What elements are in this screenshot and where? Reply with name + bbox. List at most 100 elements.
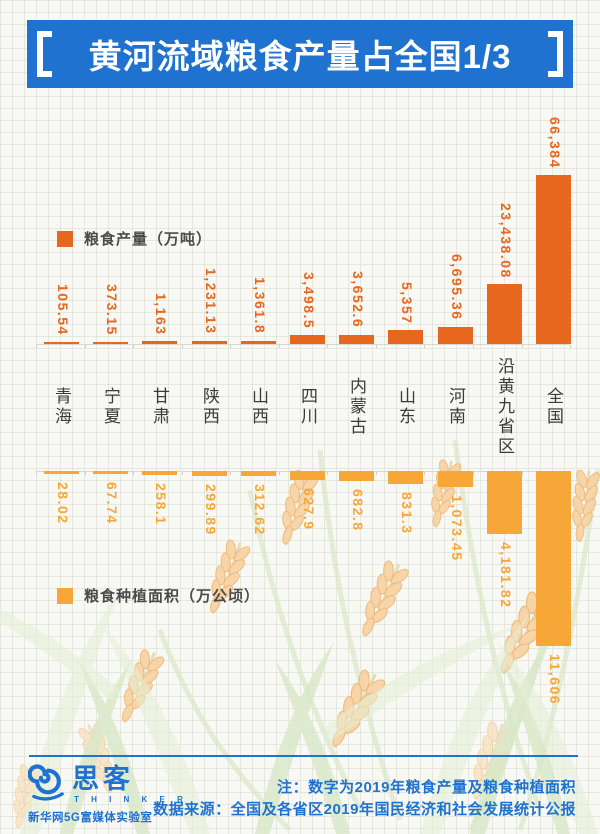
category-label-wrap: 沿黄九省区 <box>491 346 517 468</box>
planting-area-bar <box>486 471 522 535</box>
planting-area-bar <box>191 471 227 476</box>
axis-tick <box>36 472 37 475</box>
axis-tick <box>278 345 280 348</box>
production-value-label: 3,652.6 <box>350 271 366 329</box>
planting-area-value-label: 258.1 <box>153 482 169 526</box>
production-bar <box>338 334 374 344</box>
axis-tick <box>424 345 426 348</box>
legend-planting-area: 粮食种植面积（万公顷） <box>57 585 260 606</box>
production-value-label: 105.54 <box>55 284 71 336</box>
category-label: 内蒙古 <box>347 377 366 437</box>
production-value-label: 1,361.8 <box>252 277 268 335</box>
left-bracket-icon <box>37 31 52 77</box>
category-label-wrap: 陕西 <box>196 346 222 468</box>
planting-area-value-label: 67.74 <box>104 481 120 525</box>
footer-divider <box>29 755 578 757</box>
planting-area-legend-label: 粮食种植面积（万公顷） <box>84 588 261 605</box>
category-label-wrap: 宁夏 <box>97 346 123 468</box>
production-bar <box>141 341 177 344</box>
planting-area-value-label: 11,606 <box>547 654 563 706</box>
planting-area-bar <box>535 471 571 646</box>
axis-tick <box>375 345 377 348</box>
planting-area-value-label: 831.3 <box>399 491 415 535</box>
production-bar <box>486 284 522 344</box>
category-label-wrap: 内蒙古 <box>343 346 369 468</box>
axis-baseline <box>36 344 570 345</box>
planting-area-bar <box>240 471 276 476</box>
planting-area-value-label: 4,181.82 <box>498 542 514 609</box>
production-bar <box>437 326 473 344</box>
production-bar <box>191 340 227 344</box>
production-legend-swatch <box>57 230 73 247</box>
category-label: 宁夏 <box>101 387 120 427</box>
category-label-wrap: 甘肃 <box>146 346 172 468</box>
category-label: 河南 <box>446 387 465 427</box>
production-value-label: 1,231.13 <box>203 268 219 335</box>
planting-area-value-label: 682.8 <box>350 489 366 532</box>
category-label: 山西 <box>249 387 268 427</box>
axis-tick <box>375 472 377 475</box>
production-value-label: 3,498.5 <box>301 271 317 330</box>
category-label: 青海 <box>52 387 71 427</box>
planting-area-legend-swatch <box>57 587 73 604</box>
planting-area-bar <box>92 471 128 474</box>
axis-tick <box>133 345 135 348</box>
axis-tick <box>84 345 86 348</box>
category-label: 山东 <box>396 387 415 427</box>
axis-tick <box>36 345 37 348</box>
axis-tick <box>181 345 183 348</box>
category-label: 四川 <box>298 387 317 427</box>
production-bar <box>535 175 571 344</box>
axis-tick <box>472 345 474 348</box>
axis-tick <box>278 472 280 475</box>
category-label-wrap: 青海 <box>48 346 74 468</box>
category-label-wrap: 四川 <box>294 346 320 468</box>
title-banner: 黄河流域粮食产量占全国1/3 <box>27 20 573 88</box>
category-label-wrap: 全国 <box>540 346 566 468</box>
data-source: 数据来源：全国及各省区2019年国民经济和社会发展统计公报 <box>153 801 576 818</box>
production-value-label: 23,438.08 <box>498 202 514 279</box>
right-bracket-icon <box>548 31 563 77</box>
page-title: 黄河流域粮食产量占全国1/3 <box>88 38 512 75</box>
axis-tick <box>230 345 232 348</box>
planting-area-bar <box>437 471 473 488</box>
production-value-label: 5,357 <box>399 281 415 325</box>
production-bar <box>240 340 276 344</box>
planting-area-bar <box>289 471 325 481</box>
category-label-wrap: 山西 <box>245 346 271 468</box>
category-label: 沿黄九省区 <box>495 357 514 457</box>
axis-tick <box>327 345 329 348</box>
axis-tick <box>181 472 183 475</box>
axis-tick <box>133 472 135 475</box>
axis-tick <box>327 472 329 475</box>
legend-production: 粮食产量（万吨） <box>57 228 212 249</box>
footer-notes: 注：数字为2019年粮食产量及粮食种植面积 数据来源：全国及各省区2019年国民… <box>153 777 576 821</box>
production-bar <box>387 330 423 344</box>
planting-area-value-label: 1,073.45 <box>449 495 465 562</box>
planting-area-value-label: 299.89 <box>203 483 219 536</box>
planting-area-bar <box>387 471 423 484</box>
planting-area-bar <box>338 471 374 482</box>
production-value-label: 66,384 <box>547 117 563 169</box>
production-bar <box>43 342 79 344</box>
axis-tick <box>521 345 523 348</box>
category-label-wrap: 山东 <box>392 346 418 468</box>
category-label: 陕西 <box>200 387 219 427</box>
production-value-label: 6,695.36 <box>449 254 465 321</box>
category-label: 全国 <box>544 387 563 427</box>
planting-area-value-label: 312.62 <box>252 483 268 536</box>
production-bar <box>289 335 325 344</box>
production-legend-label: 粮食产量（万吨） <box>84 231 213 248</box>
axis-tick <box>230 472 232 475</box>
production-bar <box>92 342 128 344</box>
axis-tick <box>424 472 426 475</box>
thinker-spiral-icon <box>28 764 64 801</box>
planting-area-value-label: 28.02 <box>55 481 71 525</box>
axis-tick <box>84 472 86 475</box>
category-label: 甘肃 <box>150 387 169 427</box>
axis-tick <box>570 345 571 348</box>
planting-area-bar <box>43 471 79 474</box>
category-label-wrap: 河南 <box>442 346 468 468</box>
